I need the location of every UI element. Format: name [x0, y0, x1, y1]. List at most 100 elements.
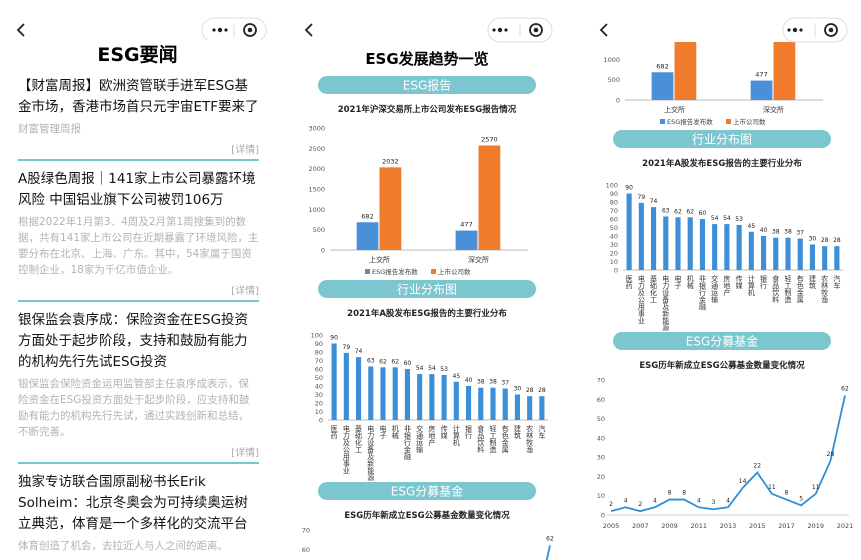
x-tick-label: 基础化工 [650, 274, 658, 303]
close-dot [828, 27, 834, 33]
value-label: 37 [796, 230, 804, 237]
value-label: 40 [465, 377, 473, 384]
x-tick-label: 食品饮料 [772, 274, 780, 304]
bar [478, 145, 501, 250]
section-title: 行业分布图 [397, 283, 457, 297]
x-tick-label: 建筑 [808, 274, 816, 290]
x-tick-label: 电子 [674, 274, 682, 289]
y-tick-label: 50 [597, 415, 605, 423]
x-tick-label: 深交所 [468, 255, 489, 264]
close-dot [533, 27, 539, 33]
close-button[interactable] [529, 23, 543, 37]
value-label: 2 [609, 501, 613, 508]
y-tick-label: 10 [610, 258, 618, 266]
bar [490, 387, 496, 420]
y-tick-label: 40 [315, 383, 323, 391]
x-tick-label: 医药 [330, 425, 338, 440]
x-tick-label: 银行 [465, 424, 473, 440]
news-item[interactable]: A股绿色周报｜141家上市公司暴露环境风险 中国铝业旗下公司被罚106万 根据20… [0, 161, 275, 302]
back-button[interactable] [304, 23, 313, 37]
value-label: 62 [546, 535, 554, 542]
value-label: 79 [343, 344, 351, 351]
x-tick-label: 电力设备及新能源 [367, 424, 375, 482]
x-tick-label: 机械 [391, 424, 399, 440]
bar [760, 236, 767, 270]
bar [465, 386, 472, 420]
bar [429, 374, 435, 420]
dot [224, 28, 228, 32]
news-title: 银保监会袁序成：保险资金在ESG投资方面处于起步阶段，支持和鼓励有能力的机构先行… [18, 312, 249, 370]
value-label: 40 [760, 227, 768, 234]
value-label: 11 [812, 484, 820, 491]
y-tick-label: 100 [311, 332, 323, 340]
bar [331, 343, 337, 420]
value-label: 62 [674, 208, 682, 215]
bar [748, 231, 754, 270]
y-tick-label: 40 [597, 434, 605, 442]
legend-swatch [365, 269, 370, 274]
bar [724, 224, 730, 270]
legend-swatch [660, 119, 665, 124]
news-item[interactable]: 银保监会袁序成：保险资金在ESG投资方面处于起步阶段，支持和鼓励有能力的机构先行… [0, 302, 275, 464]
close-button[interactable] [243, 23, 257, 37]
x-tick-label: 2013 [720, 522, 737, 530]
dot [787, 28, 791, 32]
y-tick-label: 0 [321, 247, 325, 255]
news-item[interactable]: 【财富周报】欧洲资管联手进军ESG基金市场，香港市场首只元宇宙ETF要来了 财富管… [0, 68, 275, 161]
x-tick-label: 轻工制造 [784, 274, 792, 304]
section-title: ESG分募基金 [686, 334, 759, 349]
details-link[interactable]: [详情] [231, 448, 259, 459]
x-tick-label: 房地产 [723, 274, 731, 297]
news-item[interactable]: 独家专访联合国原副秘书长Erik Solheim：北京冬奥会为可持续奥运树立典范… [0, 464, 275, 560]
bar [502, 388, 508, 420]
chart-title: ESG历年新成立ESG公募基金数量变化情况 [639, 360, 805, 371]
x-tick-label: 2011 [690, 522, 707, 530]
bar [809, 244, 816, 270]
separator [18, 159, 259, 161]
bar [478, 387, 484, 420]
trend-screen-scrolled: ESG发展趋势一览ESG报告2021年沪深交易所上市公司发布ESG报告情况050… [583, 0, 861, 560]
value-label: 37 [501, 380, 509, 387]
value-label: 54 [711, 215, 719, 222]
details-link[interactable]: [详情] [231, 145, 259, 156]
news-screen: ESG要闻 【财富周报】欧洲资管联手进军ESG基金市场，香港市场首只元宇宙ETF… [0, 0, 275, 560]
y-tick-label: 500 [608, 76, 620, 84]
details-link[interactable]: [详情] [231, 286, 259, 297]
x-tick-label: 房地产 [428, 424, 436, 447]
x-tick-label: 农林牧渔 [821, 274, 829, 304]
bar [736, 224, 742, 270]
value-label: 30 [514, 386, 522, 393]
bar [355, 357, 362, 420]
dot [497, 27, 503, 33]
x-tick-label: 汽车 [538, 424, 546, 440]
y-tick-label: 70 [315, 357, 323, 365]
x-tick-label: 交通运输 [416, 424, 424, 454]
value-label: 682 [656, 62, 668, 70]
x-tick-label: 电力及公用事业 [342, 424, 350, 474]
line [610, 395, 846, 513]
y-tick-label: 40 [610, 233, 618, 241]
value-label: 60 [699, 210, 707, 217]
value-label: 63 [367, 357, 375, 364]
back-button[interactable] [599, 23, 608, 37]
close-button[interactable] [824, 23, 838, 37]
dot [799, 28, 803, 32]
back-button[interactable] [16, 23, 25, 37]
value-label: 74 [355, 348, 363, 355]
value-label: 90 [625, 185, 633, 192]
x-tick-label: 非银行金融 [403, 424, 411, 461]
value-label: 4 [624, 497, 628, 504]
section-bar [318, 76, 536, 94]
news-summary: 银保监会保险资金运用监管部主任袁序成表示，保险资金在ESG投资方面处于起步阶段，… [18, 378, 250, 438]
value-label: 45 [748, 223, 756, 230]
y-tick-label: 50 [315, 374, 323, 382]
bar [651, 72, 674, 100]
value-label: 14 [739, 478, 747, 485]
y-tick-label: 2500 [308, 145, 325, 153]
value-label: 22 [753, 463, 761, 470]
value-label: 60 [404, 360, 412, 367]
value-label: 682 [361, 212, 373, 220]
value-label: 38 [477, 379, 485, 386]
value-label: 38 [772, 229, 780, 236]
